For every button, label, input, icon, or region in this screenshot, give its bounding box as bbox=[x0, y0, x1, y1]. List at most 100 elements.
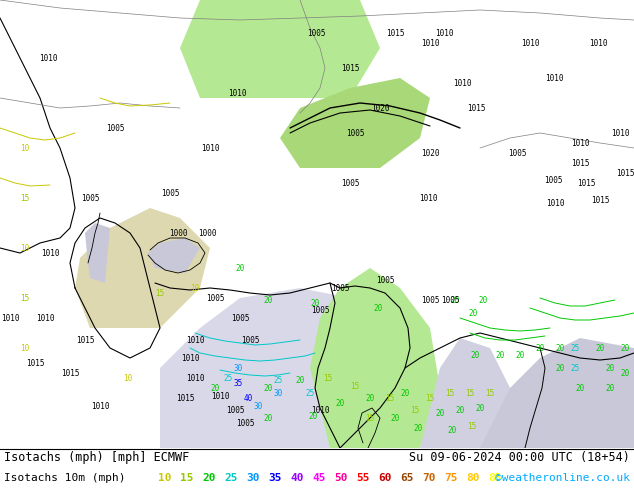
Text: 10: 10 bbox=[20, 144, 30, 152]
Text: 15: 15 bbox=[467, 421, 477, 431]
Text: 20: 20 bbox=[391, 414, 399, 422]
Text: Isotachs (mph) [mph] ECMWF: Isotachs (mph) [mph] ECMWF bbox=[4, 451, 190, 464]
Text: ©weatheronline.co.uk: ©weatheronline.co.uk bbox=[495, 473, 630, 483]
Text: 1005: 1005 bbox=[508, 148, 526, 157]
Text: 15: 15 bbox=[20, 294, 30, 302]
Text: 20: 20 bbox=[535, 343, 545, 352]
Text: 10: 10 bbox=[158, 473, 172, 483]
Text: 20: 20 bbox=[605, 384, 614, 392]
Text: Su 09-06-2024 00:00 UTC (18+54): Su 09-06-2024 00:00 UTC (18+54) bbox=[409, 451, 630, 464]
Text: 1005: 1005 bbox=[421, 295, 439, 304]
Text: 1005: 1005 bbox=[311, 305, 329, 315]
Text: 20: 20 bbox=[576, 384, 585, 392]
Text: 1010: 1010 bbox=[311, 406, 329, 415]
Text: 20: 20 bbox=[479, 295, 488, 304]
Text: 70: 70 bbox=[422, 473, 436, 483]
Text: 50: 50 bbox=[334, 473, 347, 483]
Text: 20: 20 bbox=[495, 350, 505, 360]
Text: 15: 15 bbox=[445, 389, 455, 397]
Text: 20: 20 bbox=[413, 423, 423, 433]
Text: 30: 30 bbox=[273, 389, 283, 397]
Text: 20: 20 bbox=[263, 414, 273, 422]
Polygon shape bbox=[148, 238, 200, 273]
Text: 15: 15 bbox=[486, 389, 495, 397]
Text: 20: 20 bbox=[335, 398, 345, 408]
Text: 1005: 1005 bbox=[226, 406, 244, 415]
Text: 20: 20 bbox=[365, 393, 375, 402]
Text: 20: 20 bbox=[263, 384, 273, 392]
Text: 1010: 1010 bbox=[418, 194, 437, 202]
Text: 20: 20 bbox=[595, 343, 605, 352]
Text: 1010: 1010 bbox=[421, 39, 439, 48]
Text: Isotachs 10m (mph): Isotachs 10m (mph) bbox=[4, 473, 126, 483]
Text: 15: 15 bbox=[180, 473, 193, 483]
Text: 25: 25 bbox=[223, 373, 233, 383]
Text: 20: 20 bbox=[476, 403, 484, 413]
Text: 1010: 1010 bbox=[435, 28, 453, 38]
Text: 20: 20 bbox=[470, 350, 480, 360]
Text: 25: 25 bbox=[571, 364, 579, 372]
Text: 20: 20 bbox=[450, 295, 460, 304]
Text: 1020: 1020 bbox=[371, 103, 389, 113]
Text: 1010: 1010 bbox=[186, 336, 204, 344]
Text: 80: 80 bbox=[466, 473, 479, 483]
Text: 1010: 1010 bbox=[201, 144, 219, 152]
Text: 1000: 1000 bbox=[198, 228, 216, 238]
Text: 10: 10 bbox=[190, 284, 200, 293]
Text: 20: 20 bbox=[373, 303, 383, 313]
Text: 1005: 1005 bbox=[441, 295, 459, 304]
Text: 1015: 1015 bbox=[616, 169, 634, 177]
Text: 1015: 1015 bbox=[591, 196, 609, 204]
Text: 1005: 1005 bbox=[81, 194, 100, 202]
Text: 15: 15 bbox=[323, 373, 333, 383]
Polygon shape bbox=[480, 338, 634, 448]
Text: 15: 15 bbox=[385, 393, 394, 402]
Text: 1015: 1015 bbox=[26, 359, 44, 368]
Text: 25: 25 bbox=[571, 343, 579, 352]
Polygon shape bbox=[420, 338, 510, 448]
Text: 1015: 1015 bbox=[577, 178, 595, 188]
Text: 20: 20 bbox=[605, 364, 614, 372]
Text: 20: 20 bbox=[455, 406, 465, 415]
Text: 1010: 1010 bbox=[36, 314, 55, 322]
Text: 15: 15 bbox=[365, 414, 375, 422]
Text: 20: 20 bbox=[308, 412, 318, 420]
Text: 25: 25 bbox=[273, 375, 283, 385]
Text: 20: 20 bbox=[621, 368, 630, 377]
Text: 1005: 1005 bbox=[161, 189, 179, 197]
Text: 1010: 1010 bbox=[453, 78, 471, 88]
Text: 15: 15 bbox=[20, 194, 30, 202]
Text: 1015: 1015 bbox=[467, 103, 485, 113]
Text: 1015: 1015 bbox=[340, 64, 359, 73]
Text: 1005: 1005 bbox=[346, 128, 365, 138]
Text: 1005: 1005 bbox=[241, 336, 259, 344]
Text: 1010: 1010 bbox=[186, 373, 204, 383]
Text: 1010: 1010 bbox=[91, 401, 109, 411]
Text: 1015: 1015 bbox=[385, 28, 404, 38]
Text: 20: 20 bbox=[210, 384, 219, 392]
Text: 20: 20 bbox=[515, 350, 524, 360]
Text: 1010: 1010 bbox=[228, 89, 246, 98]
Polygon shape bbox=[160, 288, 420, 448]
Text: 60: 60 bbox=[378, 473, 392, 483]
Text: 1010: 1010 bbox=[1, 314, 19, 322]
Text: 20: 20 bbox=[469, 309, 477, 318]
Text: 10: 10 bbox=[20, 244, 30, 252]
Text: 1010: 1010 bbox=[210, 392, 230, 400]
Text: 1015: 1015 bbox=[61, 368, 79, 377]
Text: 25: 25 bbox=[306, 389, 314, 397]
Text: 1010: 1010 bbox=[39, 53, 57, 63]
Text: 20: 20 bbox=[555, 364, 565, 372]
Text: 1005: 1005 bbox=[544, 175, 562, 185]
Text: 35: 35 bbox=[268, 473, 281, 483]
Text: 10: 10 bbox=[20, 343, 30, 352]
Polygon shape bbox=[180, 0, 380, 98]
Text: 30: 30 bbox=[254, 401, 262, 411]
Text: 20: 20 bbox=[295, 375, 304, 385]
Text: 1005: 1005 bbox=[206, 294, 224, 302]
Text: 1010: 1010 bbox=[521, 39, 540, 48]
Text: 1010: 1010 bbox=[41, 248, 59, 258]
Polygon shape bbox=[75, 208, 210, 328]
Text: 1020: 1020 bbox=[421, 148, 439, 157]
Text: 15: 15 bbox=[465, 389, 475, 397]
